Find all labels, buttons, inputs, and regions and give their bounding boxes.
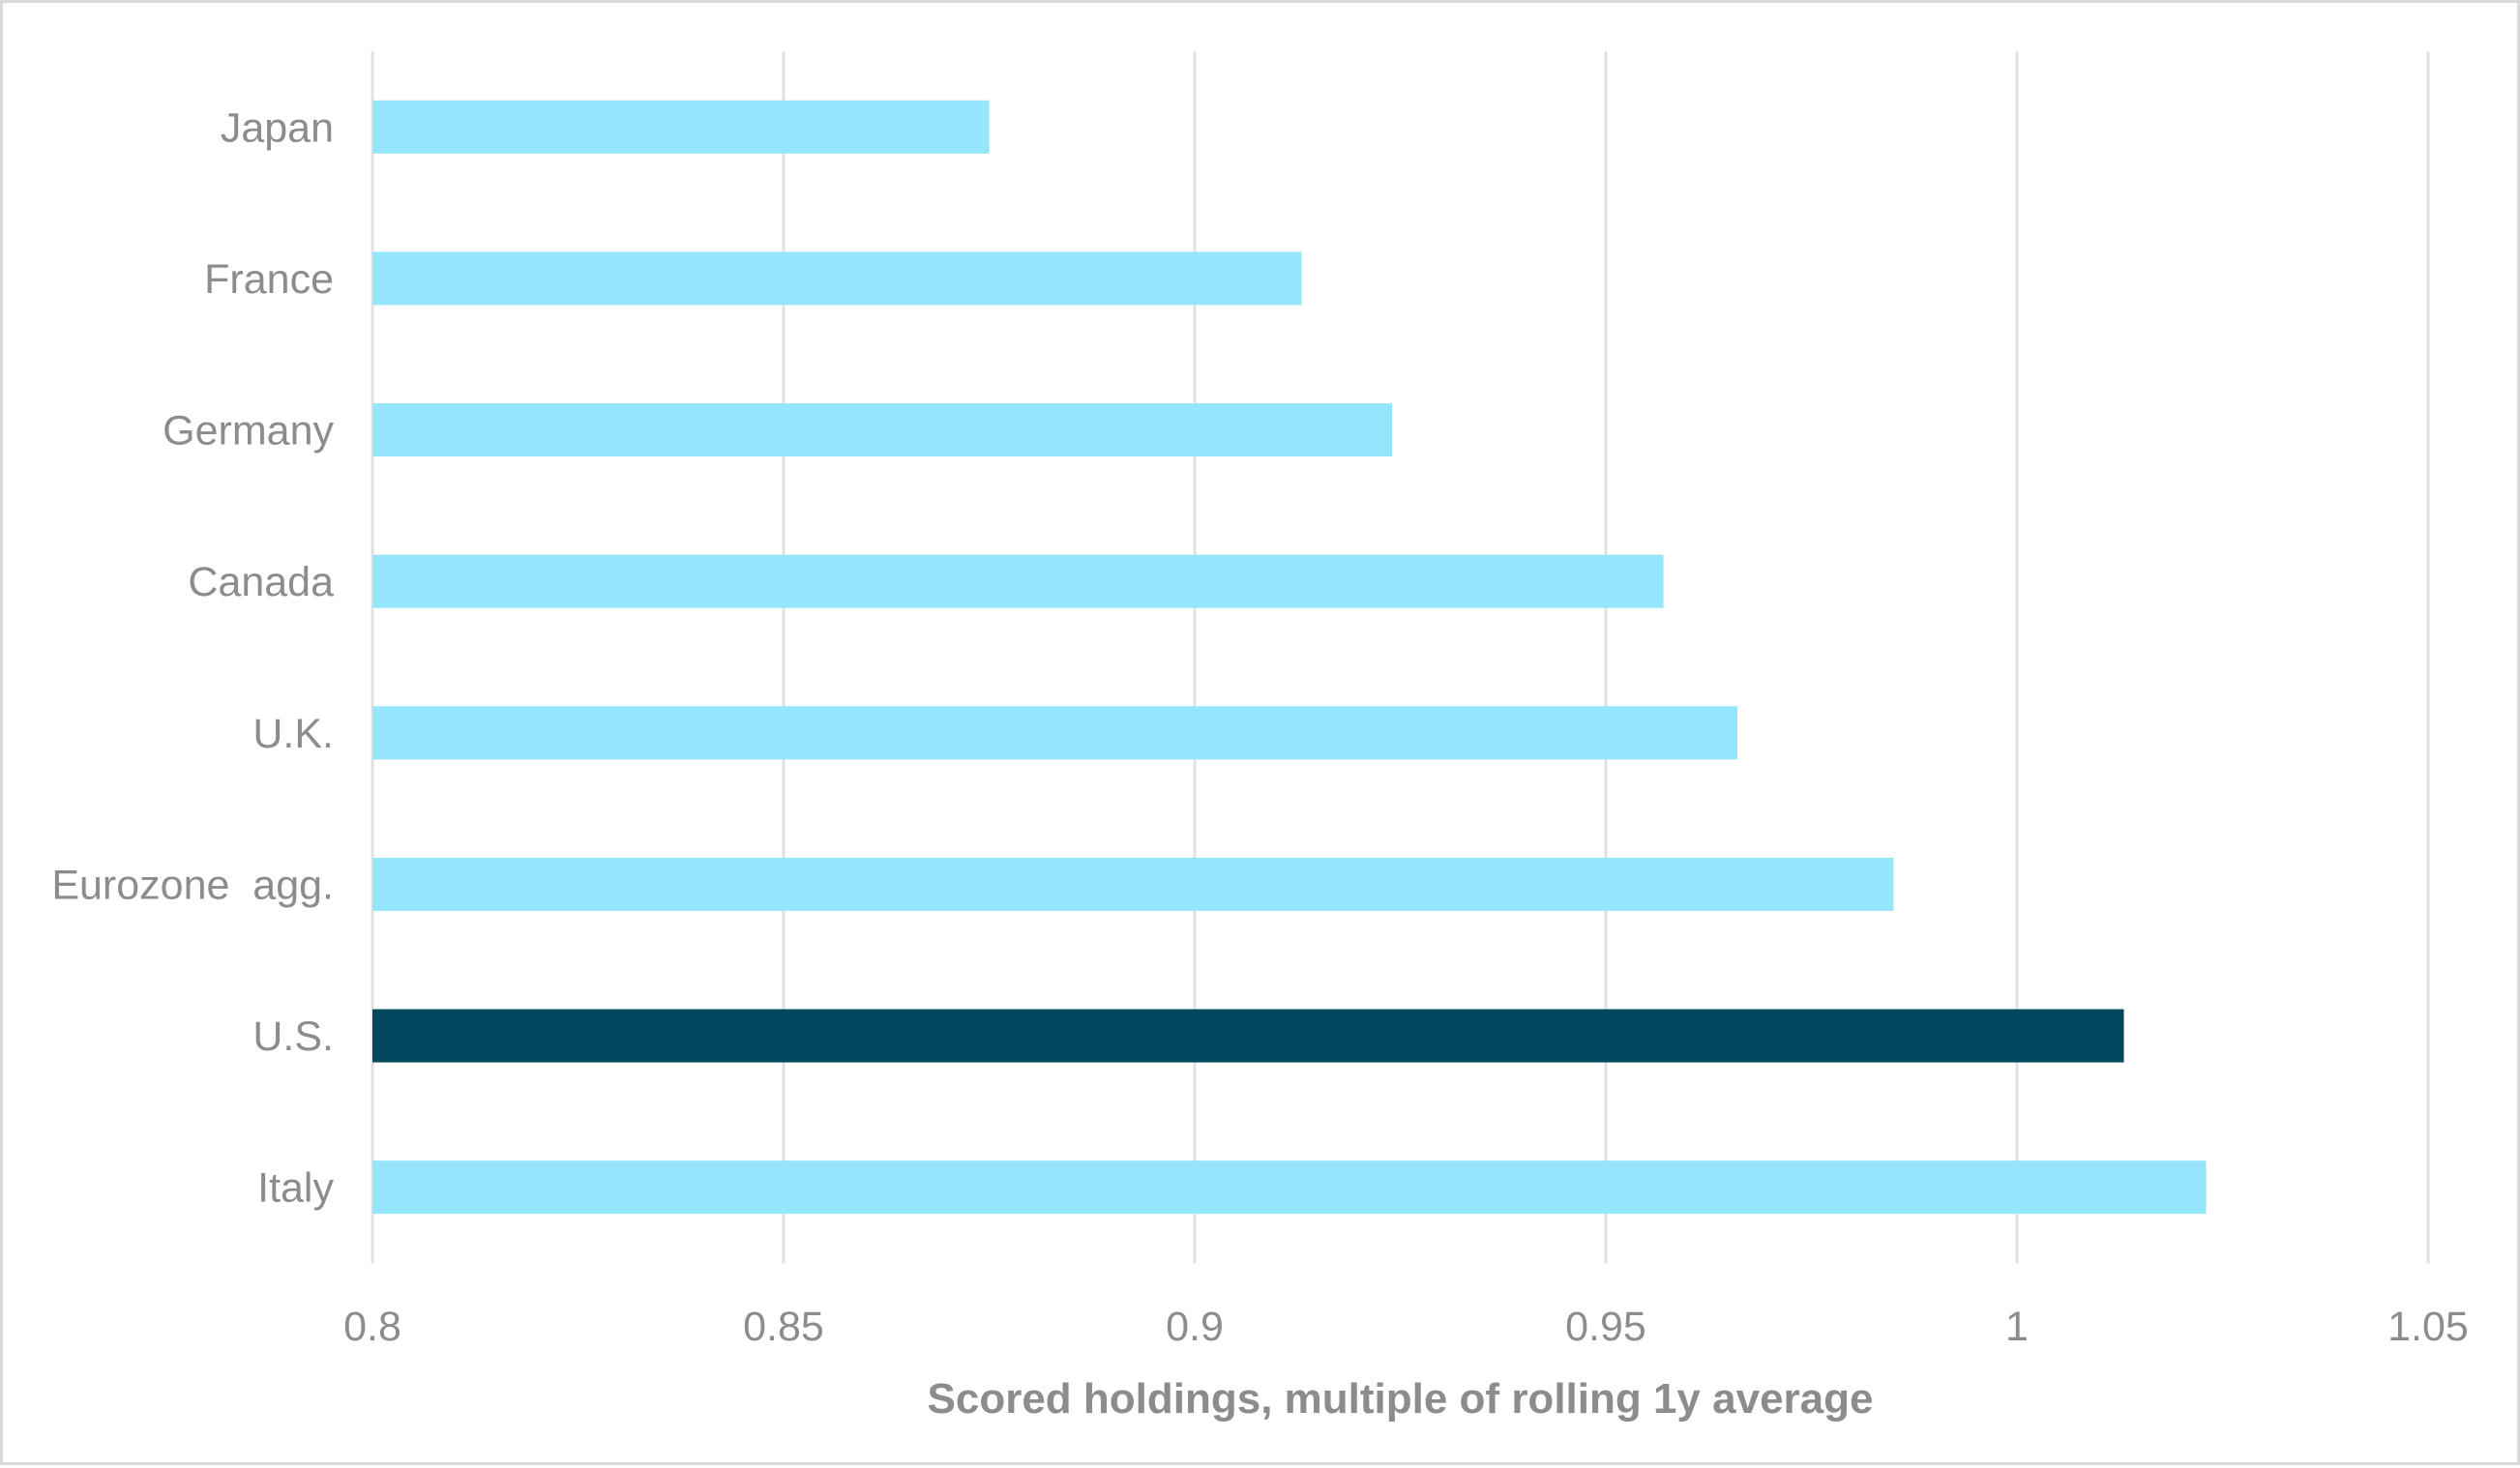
bar (372, 251, 1302, 306)
bar (372, 1009, 2124, 1063)
bar (372, 554, 1664, 608)
category-label: Japan (221, 104, 334, 151)
bar-chart: Japan France Germany Canada U.K. Eurozone agg… (51, 51, 2469, 1423)
x-axis-title: Scored holdings, multiple of rolling 1y … (928, 1375, 1874, 1423)
category-label: Germany (163, 408, 334, 455)
x-tick-label: 0.85 (743, 1304, 824, 1350)
category-label: Italy (257, 1165, 334, 1212)
bars (372, 100, 2207, 1215)
category-label: U.S. (252, 1013, 334, 1060)
x-tick-label: 1 (2005, 1304, 2029, 1350)
x-tick-label: 0.9 (1166, 1304, 1224, 1350)
bar (372, 100, 990, 154)
x-tick-label: 0.8 (343, 1304, 401, 1350)
bar (372, 403, 1392, 457)
bar (372, 1160, 2207, 1215)
category-labels: Japan France Germany Canada U.K. Eurozone agg… (51, 104, 334, 1211)
bar (372, 857, 1894, 911)
category-label: Eurozone agg. (51, 862, 334, 908)
bar (372, 706, 1737, 760)
category-label: France (204, 256, 334, 303)
gridlines (371, 51, 2430, 1263)
category-label: Canada (188, 559, 334, 605)
x-tick-labels: 0.8 0.85 0.9 0.95 1 1.05 (343, 1304, 2469, 1350)
category-label: U.K. (252, 711, 334, 757)
x-tick-label: 0.95 (1565, 1304, 1646, 1350)
x-tick-label: 1.05 (2387, 1304, 2469, 1350)
